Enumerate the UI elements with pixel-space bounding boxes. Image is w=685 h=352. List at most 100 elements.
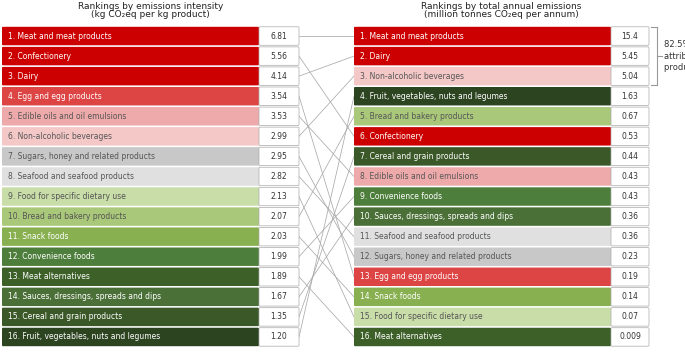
FancyBboxPatch shape <box>611 328 649 346</box>
FancyBboxPatch shape <box>259 268 299 286</box>
FancyBboxPatch shape <box>354 227 611 246</box>
FancyBboxPatch shape <box>354 187 611 206</box>
Text: 2.03: 2.03 <box>271 232 288 241</box>
FancyBboxPatch shape <box>2 127 259 146</box>
FancyBboxPatch shape <box>259 227 299 246</box>
FancyBboxPatch shape <box>611 207 649 226</box>
Text: 0.36: 0.36 <box>621 212 638 221</box>
FancyBboxPatch shape <box>2 87 259 106</box>
FancyBboxPatch shape <box>259 328 299 346</box>
Text: 8. Seafood and seafood products: 8. Seafood and seafood products <box>8 172 134 181</box>
FancyBboxPatch shape <box>259 147 299 166</box>
Text: 0.67: 0.67 <box>621 112 638 121</box>
Text: 1.63: 1.63 <box>621 92 638 101</box>
FancyBboxPatch shape <box>2 207 259 226</box>
Text: 6.81: 6.81 <box>271 32 288 40</box>
FancyBboxPatch shape <box>611 167 649 186</box>
Text: 0.14: 0.14 <box>621 293 638 301</box>
FancyBboxPatch shape <box>259 187 299 206</box>
FancyBboxPatch shape <box>259 167 299 186</box>
Text: 12. Convenience foods: 12. Convenience foods <box>8 252 95 261</box>
FancyBboxPatch shape <box>259 207 299 226</box>
Text: 5. Edible oils and oil emulsions: 5. Edible oils and oil emulsions <box>8 112 126 121</box>
FancyBboxPatch shape <box>611 147 649 166</box>
FancyBboxPatch shape <box>2 27 259 45</box>
Text: 2. Confectionery: 2. Confectionery <box>8 52 71 61</box>
FancyBboxPatch shape <box>611 247 649 266</box>
Text: 2.07: 2.07 <box>271 212 288 221</box>
Text: 4. Egg and egg products: 4. Egg and egg products <box>8 92 102 101</box>
Text: 5.45: 5.45 <box>621 52 638 61</box>
Text: 0.009: 0.009 <box>619 333 641 341</box>
Text: 10. Sauces, dressings, spreads and dips: 10. Sauces, dressings, spreads and dips <box>360 212 513 221</box>
FancyBboxPatch shape <box>611 87 649 106</box>
Text: 2.13: 2.13 <box>271 192 288 201</box>
FancyBboxPatch shape <box>611 27 649 45</box>
Text: 2.82: 2.82 <box>271 172 287 181</box>
FancyBboxPatch shape <box>354 207 611 226</box>
FancyBboxPatch shape <box>2 47 259 65</box>
Text: 9. Convenience foods: 9. Convenience foods <box>360 192 442 201</box>
Text: 7. Sugars, honey and related products: 7. Sugars, honey and related products <box>8 152 155 161</box>
Text: 14. Sauces, dressings, spreads and dips: 14. Sauces, dressings, spreads and dips <box>8 293 161 301</box>
Text: 5.04: 5.04 <box>621 72 638 81</box>
FancyBboxPatch shape <box>354 47 611 65</box>
FancyBboxPatch shape <box>259 87 299 106</box>
Text: 0.44: 0.44 <box>621 152 638 161</box>
FancyBboxPatch shape <box>354 127 611 146</box>
Text: Rankings by total annual emissions: Rankings by total annual emissions <box>421 2 582 11</box>
FancyBboxPatch shape <box>354 27 611 45</box>
FancyBboxPatch shape <box>259 67 299 86</box>
Text: 5. Bread and bakery products: 5. Bread and bakery products <box>360 112 473 121</box>
FancyBboxPatch shape <box>2 187 259 206</box>
FancyBboxPatch shape <box>2 288 259 306</box>
FancyBboxPatch shape <box>354 247 611 266</box>
Text: 2. Dairy: 2. Dairy <box>360 52 390 61</box>
FancyBboxPatch shape <box>354 107 611 126</box>
Text: 1. Meat and meat products: 1. Meat and meat products <box>360 32 464 40</box>
Text: 2.99: 2.99 <box>271 132 288 141</box>
FancyBboxPatch shape <box>259 107 299 126</box>
FancyBboxPatch shape <box>611 268 649 286</box>
Text: 0.07: 0.07 <box>621 313 638 321</box>
FancyBboxPatch shape <box>611 47 649 65</box>
FancyBboxPatch shape <box>2 107 259 126</box>
Text: 1.20: 1.20 <box>271 333 288 341</box>
Text: 4. Fruit, vegetables, nuts and legumes: 4. Fruit, vegetables, nuts and legumes <box>360 92 508 101</box>
Text: 11. Snack foods: 11. Snack foods <box>8 232 69 241</box>
Text: 16. Fruit, vegetables, nuts and legumes: 16. Fruit, vegetables, nuts and legumes <box>8 333 160 341</box>
FancyBboxPatch shape <box>611 127 649 146</box>
FancyBboxPatch shape <box>354 328 611 346</box>
Text: Rankings by emissions intensity: Rankings by emissions intensity <box>78 2 223 11</box>
Text: 3. Non-alcoholic beverages: 3. Non-alcoholic beverages <box>360 72 464 81</box>
Text: 82.5% of emissions
attributable to
product purchases: 82.5% of emissions attributable to produ… <box>664 40 685 73</box>
Text: 0.23: 0.23 <box>621 252 638 261</box>
Text: 15. Cereal and grain products: 15. Cereal and grain products <box>8 313 122 321</box>
FancyBboxPatch shape <box>2 167 259 186</box>
FancyBboxPatch shape <box>611 308 649 326</box>
Text: 6. Confectionery: 6. Confectionery <box>360 132 423 141</box>
FancyBboxPatch shape <box>611 187 649 206</box>
Text: 14. Snack foods: 14. Snack foods <box>360 293 421 301</box>
FancyBboxPatch shape <box>354 87 611 106</box>
FancyBboxPatch shape <box>259 288 299 306</box>
Text: 8. Edible oils and oil emulsions: 8. Edible oils and oil emulsions <box>360 172 478 181</box>
Text: 1.67: 1.67 <box>271 293 288 301</box>
FancyBboxPatch shape <box>2 247 259 266</box>
Text: 13. Egg and egg products: 13. Egg and egg products <box>360 272 458 281</box>
Text: 6. Non-alcoholic beverages: 6. Non-alcoholic beverages <box>8 132 112 141</box>
FancyBboxPatch shape <box>354 67 611 86</box>
FancyBboxPatch shape <box>354 308 611 326</box>
Text: 16. Meat alternatives: 16. Meat alternatives <box>360 333 442 341</box>
Text: 4.14: 4.14 <box>271 72 288 81</box>
Text: 5.56: 5.56 <box>271 52 288 61</box>
Text: 0.43: 0.43 <box>621 192 638 201</box>
FancyBboxPatch shape <box>259 127 299 146</box>
Text: 1.89: 1.89 <box>271 272 288 281</box>
Text: 10. Bread and bakery products: 10. Bread and bakery products <box>8 212 126 221</box>
Text: 0.43: 0.43 <box>621 172 638 181</box>
Text: 1.99: 1.99 <box>271 252 288 261</box>
Text: 3. Dairy: 3. Dairy <box>8 72 38 81</box>
Text: 15.4: 15.4 <box>621 32 638 40</box>
Text: 0.36: 0.36 <box>621 232 638 241</box>
